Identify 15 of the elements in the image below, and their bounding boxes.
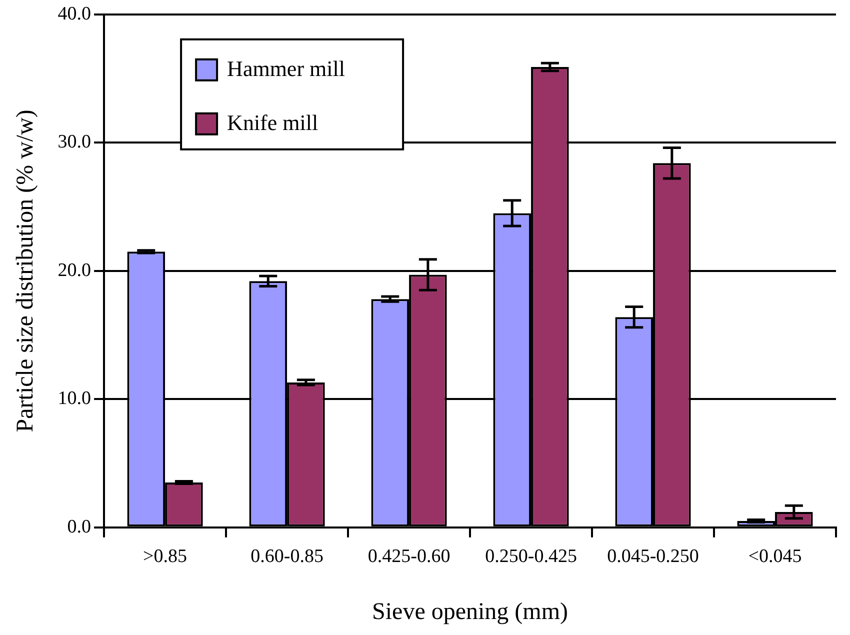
y-tick-label: 0.0 [67,516,92,538]
legend-label: Hammer mill [227,56,345,82]
x-tick-label: 0.250-0.425 [485,546,577,567]
x-tick-label: 0.045-0.250 [607,546,699,567]
y-tick-label: 10.0 [58,388,92,410]
y-axis-title: Particle size distribution (% w/w) [12,110,39,432]
y-tick-label: 20.0 [58,260,92,281]
x-axis-title: Sieve opening (mm) [372,598,568,625]
legend-label: Knife mill [227,110,318,136]
x-tick-label: 0.425-0.60 [368,546,450,567]
x-tick-label: <0.045 [748,546,802,567]
x-tick-label: >0.85 [143,546,188,567]
y-tick-label: 40.0 [58,3,92,24]
x-tick-label: 0.60-0.85 [250,546,324,567]
y-tick-label: 30.0 [58,132,92,153]
